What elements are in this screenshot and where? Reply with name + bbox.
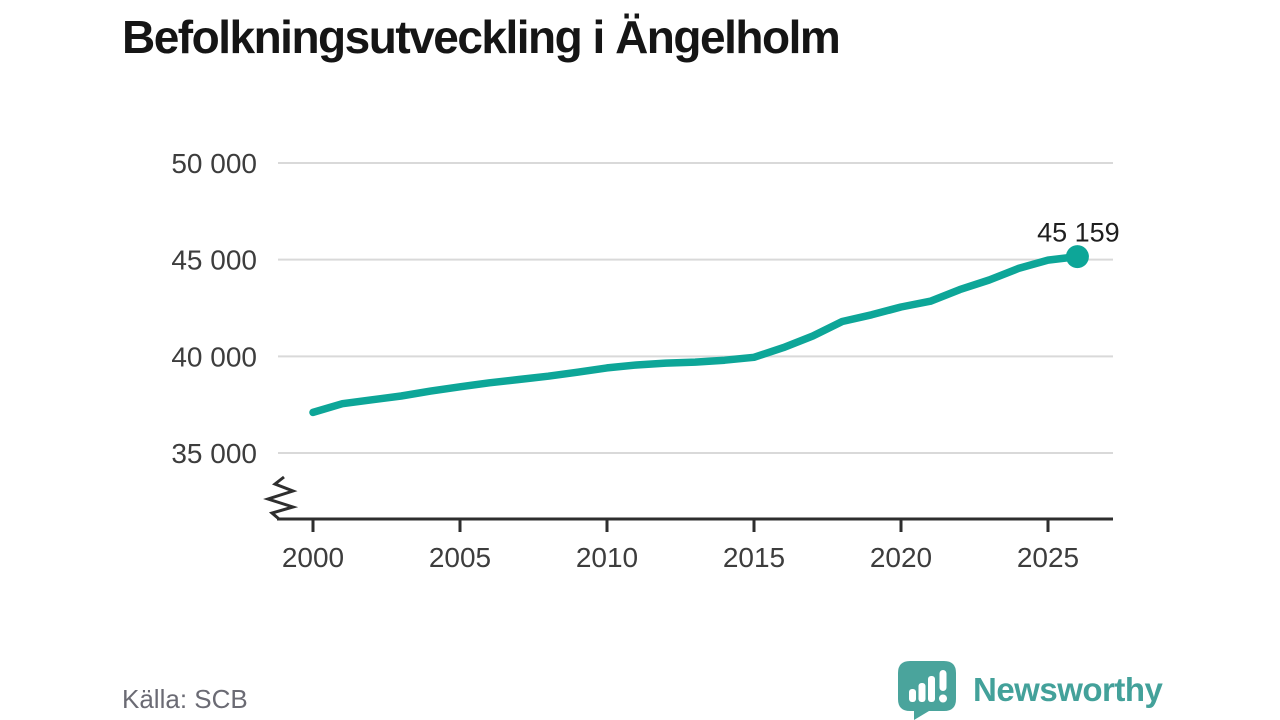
speech-bubble-shape (898, 661, 956, 720)
x-tick-label: 2005 (429, 542, 491, 573)
x-tick-label: 2025 (1017, 542, 1079, 573)
y-tick-label: 45 000 (171, 245, 257, 276)
y-axis-break-icon (263, 475, 299, 521)
x-tick-label: 2015 (723, 542, 785, 573)
newsworthy-branding: Newsworthy (898, 660, 1163, 720)
exclamation-dot (939, 694, 947, 703)
newsworthy-wordmark: Newsworthy (973, 671, 1163, 708)
exclamation-stem (939, 670, 947, 691)
y-axis-labels: 50 000 45 000 40 000 35 000 (171, 148, 257, 469)
bar-3 (928, 676, 935, 702)
x-tick-label: 2020 (870, 542, 932, 573)
bar-1 (909, 689, 916, 702)
bar-2 (918, 683, 926, 702)
population-series-line (309, 252, 1082, 417)
latest-value-marker (1065, 245, 1089, 269)
newsworthy-logo-icon (898, 661, 956, 720)
x-tick-label: 2000 (282, 542, 344, 573)
latest-value-label: 45 159 (1037, 218, 1120, 248)
chart-title: Befolkningsutveckling i Ängelholm (122, 11, 841, 63)
y-tick-label: 40 000 (171, 341, 257, 372)
y-tick-label: 50 000 (171, 148, 257, 179)
gridlines (278, 162, 1113, 454)
source-note: Källa: SCB (122, 684, 248, 714)
x-axis-ticks (311, 519, 1050, 532)
x-axis-labels: 2000 2005 2010 2015 2020 2025 (282, 542, 1079, 573)
x-tick-label: 2010 (576, 542, 638, 573)
y-tick-label: 35 000 (171, 438, 257, 469)
